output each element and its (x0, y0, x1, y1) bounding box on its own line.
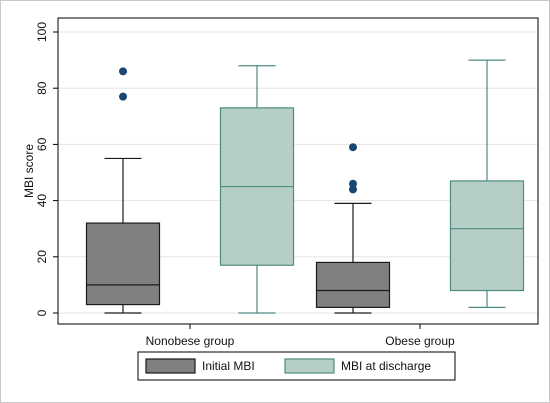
y-axis: 0 20 40 60 80 100 (35, 22, 58, 316)
y-tick-label: 20 (35, 250, 49, 264)
plot-area (57, 17, 539, 325)
boxes (85, 59, 525, 314)
iqr-box (85, 222, 161, 306)
box-1-0 (219, 65, 295, 314)
legend-swatch (145, 358, 196, 374)
y-tick-label: 40 (35, 194, 49, 208)
box-0-0 (85, 67, 161, 314)
outlier-point (349, 143, 357, 152)
legend-label: Initial MBI (202, 359, 255, 373)
iqr-box (315, 261, 391, 308)
outlier-point (349, 185, 357, 194)
y-tick-label: 100 (35, 22, 49, 42)
outlier-point (119, 92, 127, 101)
y-tick-label: 80 (35, 81, 49, 95)
x-tick-label: Nonobese group (146, 334, 235, 348)
y-axis-title: MBI score (22, 144, 36, 198)
legend: Initial MBI MBI at discharge (137, 351, 456, 381)
iqr-box (449, 180, 525, 292)
legend-label: MBI at discharge (341, 359, 431, 373)
y-tick-label: 0 (35, 309, 49, 316)
x-tick-label: Obese group (385, 334, 455, 348)
box-0-1 (315, 143, 391, 314)
y-tick-label: 60 (35, 137, 49, 151)
x-axis: Nonobese group Obese group (146, 324, 455, 348)
outlier-point (119, 67, 127, 76)
legend-swatch (284, 358, 335, 374)
box-1-1 (449, 59, 525, 308)
outlier-point (349, 179, 357, 188)
